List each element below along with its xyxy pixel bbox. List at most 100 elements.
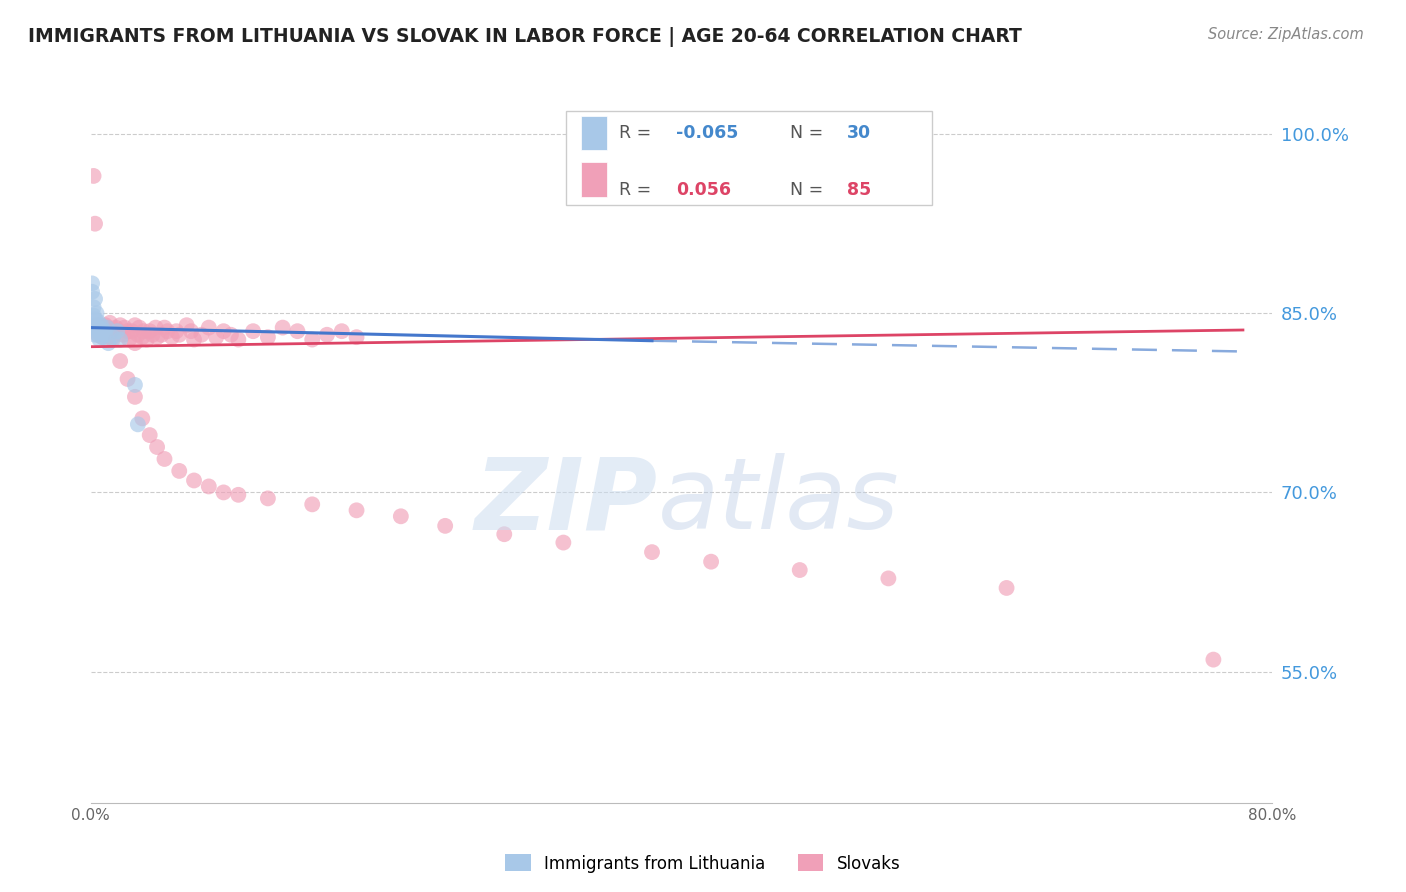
Text: ZIP: ZIP [475, 453, 658, 550]
Point [389, 509, 412, 524]
Point [101, 333, 124, 347]
Point [995, 581, 1018, 595]
Text: N =: N = [790, 181, 830, 199]
Point [86, 318, 108, 333]
Point [83, 169, 105, 183]
Point [180, 324, 202, 338]
Point [118, 333, 141, 347]
Point [160, 330, 183, 344]
Point [117, 372, 139, 386]
Point [83, 320, 105, 334]
Point [84, 292, 107, 306]
Point [94, 327, 117, 342]
Point [142, 327, 165, 342]
Point [103, 327, 125, 342]
Point [86, 306, 108, 320]
Point [212, 485, 235, 500]
Point [101, 330, 124, 344]
Point [346, 330, 368, 344]
Point [219, 327, 242, 342]
Point [80, 285, 103, 299]
Point [146, 330, 169, 344]
Point [87, 315, 110, 329]
Point [156, 324, 179, 338]
Point [641, 545, 664, 559]
Text: Source: ZipAtlas.com: Source: ZipAtlas.com [1208, 27, 1364, 42]
Point [138, 324, 160, 338]
Point [124, 318, 146, 333]
Point [131, 330, 153, 344]
Text: -0.065: -0.065 [676, 124, 738, 142]
Point [117, 324, 139, 338]
Point [553, 535, 575, 549]
Point [301, 333, 323, 347]
Point [86, 318, 108, 333]
Point [84, 320, 107, 334]
Point [301, 497, 323, 511]
Point [127, 327, 149, 342]
Point [105, 324, 128, 338]
Point [108, 354, 131, 368]
Point [124, 378, 146, 392]
Text: N =: N = [790, 124, 830, 142]
Point [108, 318, 131, 333]
Point [1202, 652, 1225, 666]
Point [90, 326, 112, 341]
Point [114, 320, 136, 334]
Point [700, 555, 723, 569]
Point [89, 318, 111, 333]
Point [98, 316, 121, 330]
Point [242, 324, 264, 338]
Point [91, 320, 114, 334]
Point [212, 324, 235, 338]
Point [86, 324, 108, 338]
Point [198, 479, 221, 493]
Legend: Immigrants from Lithuania, Slovaks: Immigrants from Lithuania, Slovaks [499, 847, 907, 880]
Point [167, 327, 190, 342]
Point [346, 503, 368, 517]
Point [167, 464, 190, 478]
Point [205, 330, 228, 344]
Point [87, 327, 110, 342]
Point [90, 324, 112, 338]
Point [124, 390, 146, 404]
Point [94, 318, 117, 333]
Text: R =: R = [619, 181, 657, 199]
Point [97, 336, 120, 351]
Point [150, 327, 173, 342]
Point [97, 330, 120, 344]
Text: 30: 30 [846, 124, 872, 142]
Point [100, 324, 122, 338]
Point [104, 320, 127, 334]
Text: IMMIGRANTS FROM LITHUANIA VS SLOVAK IN LABOR FORCE | AGE 20-64 CORRELATION CHART: IMMIGRANTS FROM LITHUANIA VS SLOVAK IN L… [28, 27, 1022, 46]
Point [146, 440, 169, 454]
Point [84, 327, 107, 342]
Point [165, 324, 187, 338]
Point [91, 330, 114, 344]
Point [87, 327, 110, 342]
FancyBboxPatch shape [581, 116, 607, 150]
Point [84, 217, 107, 231]
Point [121, 324, 143, 338]
Point [127, 417, 149, 432]
Point [87, 320, 110, 334]
Text: 85: 85 [846, 181, 872, 199]
Point [190, 327, 212, 342]
Point [434, 519, 457, 533]
Point [83, 301, 105, 315]
Point [257, 330, 280, 344]
Point [287, 324, 309, 338]
FancyBboxPatch shape [565, 112, 932, 204]
Point [94, 324, 117, 338]
Point [89, 333, 111, 347]
Point [112, 327, 135, 342]
Point [145, 320, 167, 334]
Point [91, 330, 114, 344]
Point [96, 320, 118, 334]
Text: R =: R = [619, 124, 657, 142]
Point [228, 333, 250, 347]
Point [83, 309, 105, 323]
Point [91, 324, 114, 338]
FancyBboxPatch shape [581, 162, 607, 197]
Point [183, 474, 205, 488]
